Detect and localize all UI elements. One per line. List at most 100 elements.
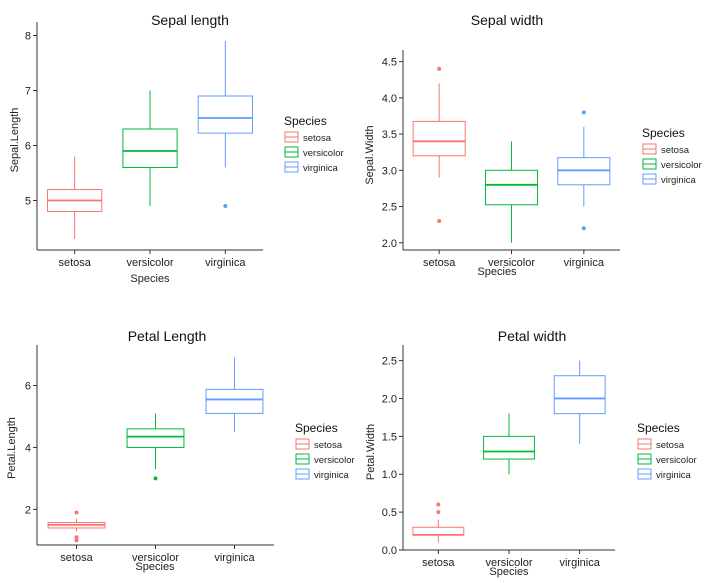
x-tick-label: setosa bbox=[422, 557, 455, 569]
y-tick-label: 4.5 bbox=[382, 57, 397, 69]
y-tick-label: 3.5 bbox=[382, 129, 397, 141]
outlier-point bbox=[153, 476, 158, 481]
box-versicolor bbox=[484, 141, 539, 243]
box-virginica bbox=[553, 360, 606, 444]
y-tick-label: 3.0 bbox=[382, 165, 397, 177]
x-tick-label: virginica bbox=[559, 557, 600, 569]
legend-item-label: setosa bbox=[303, 133, 332, 144]
box-body bbox=[553, 375, 606, 415]
chart-title: Sepal width bbox=[471, 12, 543, 28]
y-tick-label: 2.5 bbox=[382, 202, 397, 214]
legend-item-label: setosa bbox=[656, 440, 685, 451]
y-tick-label: 4 bbox=[25, 442, 31, 454]
outlier-point bbox=[436, 510, 441, 515]
y-axis-label: Petal.Width bbox=[365, 424, 377, 480]
legend-title: Species bbox=[284, 114, 327, 128]
panel-1: Sepal width 2.0 2.5 3.0 3.5 4.0 4.5 setosa versi… bbox=[364, 12, 702, 278]
legend: Species setosa versicolor virginica bbox=[637, 421, 697, 481]
box-virginica bbox=[197, 41, 253, 208]
box-body bbox=[412, 120, 466, 157]
legend-title: Species bbox=[295, 421, 338, 435]
box-setosa bbox=[412, 502, 465, 543]
y-tick-label: 2 bbox=[25, 504, 31, 516]
legend-item-label: virginica bbox=[314, 470, 350, 481]
x-axis-label: Species bbox=[489, 566, 529, 578]
legend-item-label: versicolor bbox=[661, 160, 702, 171]
x-tick-label: versicolor bbox=[132, 552, 179, 564]
box-versicolor bbox=[126, 413, 185, 481]
outlier-point bbox=[436, 502, 441, 507]
y-axis-label: Sepal.Length bbox=[9, 108, 21, 173]
y-tick-label: 1.5 bbox=[382, 431, 397, 443]
panel-2: Petal Length 2 4 6 setosa versicolor virginica… bbox=[6, 328, 355, 573]
x-tick-label: setosa bbox=[60, 552, 93, 564]
outlier-point bbox=[223, 204, 228, 208]
x-tick-label: virginica bbox=[214, 552, 255, 564]
x-axis-label: Species bbox=[477, 266, 517, 278]
legend-item-label: versicolor bbox=[656, 455, 697, 466]
box-versicolor bbox=[122, 90, 178, 206]
y-tick-label: 5 bbox=[25, 196, 31, 208]
x-tick-label: setosa bbox=[58, 257, 91, 269]
y-tick-label: 6 bbox=[25, 381, 31, 393]
legend: Species setosa versicolor virginica bbox=[295, 421, 355, 481]
y-tick-label: 4.0 bbox=[382, 93, 397, 105]
box-body bbox=[412, 526, 465, 536]
y-axis-label: Sepal.Width bbox=[364, 125, 376, 184]
legend-item-label: setosa bbox=[314, 440, 343, 451]
legend-item-label: virginica bbox=[303, 163, 339, 174]
legend-item-label: versicolor bbox=[303, 148, 344, 159]
x-tick-label: versicolor bbox=[485, 557, 532, 569]
box-setosa bbox=[412, 66, 466, 224]
legend-item-label: virginica bbox=[656, 470, 692, 481]
x-axis-label: Species bbox=[135, 561, 175, 573]
legend-item-label: virginica bbox=[661, 175, 697, 186]
legend: Species setosa versicolor virginica bbox=[642, 126, 702, 186]
x-tick-label: virginica bbox=[205, 257, 246, 269]
x-axis-label: Species bbox=[130, 273, 170, 285]
box-versicolor bbox=[483, 413, 535, 475]
y-tick-label: 6 bbox=[25, 141, 31, 153]
box-virginica bbox=[205, 357, 264, 432]
box-body bbox=[197, 95, 253, 134]
box-setosa bbox=[47, 510, 106, 543]
outlier-point bbox=[437, 219, 442, 224]
chart-title: Petal width bbox=[498, 328, 566, 344]
box-setosa bbox=[47, 156, 103, 239]
y-tick-label: 2.5 bbox=[382, 356, 397, 368]
x-tick-label: versicolor bbox=[126, 257, 173, 269]
box-body bbox=[483, 435, 535, 460]
outlier-point bbox=[74, 538, 79, 543]
panel-0: Sepal length 5 6 7 8 setosa versicolor virginic… bbox=[9, 12, 344, 285]
x-tick-label: setosa bbox=[423, 257, 456, 269]
y-tick-label: 1.0 bbox=[382, 469, 397, 481]
legend-item-label: versicolor bbox=[314, 455, 355, 466]
y-tick-label: 0.0 bbox=[382, 545, 397, 557]
y-axis-label: Petal.Length bbox=[6, 417, 18, 479]
legend: Species setosa versicolor virginica bbox=[284, 114, 344, 174]
box-virginica bbox=[557, 110, 611, 231]
box-body bbox=[122, 128, 178, 168]
legend-title: Species bbox=[637, 421, 680, 435]
y-tick-label: 8 bbox=[25, 31, 31, 43]
outlier-point bbox=[581, 226, 586, 231]
outlier-point bbox=[74, 510, 79, 515]
y-tick-label: 2.0 bbox=[382, 238, 397, 250]
y-tick-label: 0.5 bbox=[382, 507, 397, 519]
outlier-point bbox=[581, 110, 586, 115]
legend-title: Species bbox=[642, 126, 685, 140]
box-body bbox=[484, 169, 539, 206]
outlier-point bbox=[437, 66, 442, 71]
box-body bbox=[205, 388, 264, 414]
box-body bbox=[557, 157, 611, 186]
y-tick-label: 7 bbox=[25, 86, 31, 98]
y-tick-label: 2.0 bbox=[382, 393, 397, 405]
x-tick-label: virginica bbox=[564, 257, 605, 269]
x-tick-label: versicolor bbox=[488, 257, 535, 269]
panel-3: Petal width 0.0 0.5 1.0 1.5 2.0 2.5 setosa versi… bbox=[365, 328, 697, 578]
legend-item-label: setosa bbox=[661, 145, 690, 156]
chart-title: Petal Length bbox=[128, 328, 207, 344]
chart-title: Sepal length bbox=[151, 12, 229, 28]
outlier-point bbox=[74, 535, 79, 540]
